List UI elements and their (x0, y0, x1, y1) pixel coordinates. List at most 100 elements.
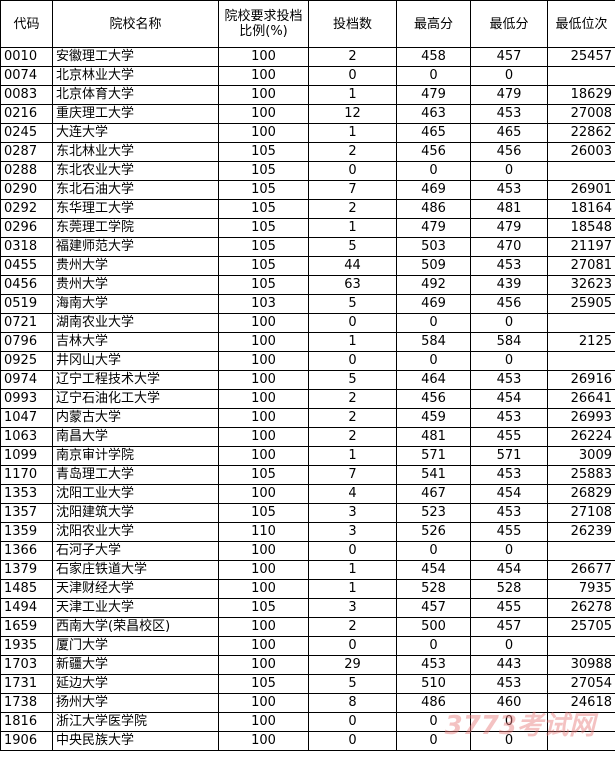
cell: 63 (308, 275, 397, 295)
cell: 454 (396, 560, 471, 580)
cell: 北京林业大学 (52, 66, 219, 86)
cell: 100 (218, 560, 309, 580)
cell: 1935 (0, 636, 53, 656)
table-row: 0290 东北石油大学 105 7 469 453 26901 (0, 180, 615, 200)
cell: 湖南农业大学 (52, 313, 219, 333)
cell (547, 351, 615, 371)
cell: 465 (396, 123, 471, 143)
cell: 453 (470, 256, 548, 276)
table-row: 0993 辽宁石油化工大学 100 2 456 454 26641 (0, 389, 615, 409)
cell: 27008 (547, 104, 615, 124)
cell: 453 (470, 370, 548, 390)
table-row: 1494 天津工业大学 105 3 457 455 26278 (0, 598, 615, 618)
cell: 扬州大学 (52, 693, 219, 713)
cell: 584 (470, 332, 548, 352)
header-cell: 最高分 (396, 0, 471, 48)
cell: 0925 (0, 351, 53, 371)
cell: 延边大学 (52, 674, 219, 694)
cell: 南京审计学院 (52, 446, 219, 466)
cell: 东北农业大学 (52, 161, 219, 181)
cell: 5 (308, 674, 397, 694)
cell: 0 (308, 731, 397, 751)
table-row: 1047 内蒙古大学 100 2 459 453 26993 (0, 408, 615, 428)
header-row: 代码 院校名称 院校要求投档比例(%) 投档数 最高分 最低分 最低位次 (0, 0, 615, 48)
table-row: 0245 大连大学 100 1 465 465 22862 (0, 123, 615, 143)
cell: 456 (470, 142, 548, 162)
cell: 0 (308, 66, 397, 86)
cell: 100 (218, 389, 309, 409)
cell: 3 (308, 503, 397, 523)
header-cell: 代码 (0, 0, 53, 48)
cell: 0 (308, 313, 397, 333)
cell: 天津工业大学 (52, 598, 219, 618)
cell: 福建师范大学 (52, 237, 219, 257)
cell: 0287 (0, 142, 53, 162)
cell: 内蒙古大学 (52, 408, 219, 428)
table-row: 1353 沈阳工业大学 100 4 467 454 26829 (0, 484, 615, 504)
cell: 吉林大学 (52, 332, 219, 352)
cell: 453 (470, 503, 548, 523)
cell: 1063 (0, 427, 53, 447)
cell: 457 (396, 598, 471, 618)
cell (547, 636, 615, 656)
cell: 5 (308, 294, 397, 314)
cell: 1659 (0, 617, 53, 637)
cell: 584 (396, 332, 471, 352)
cell: 100 (218, 408, 309, 428)
cell: 12 (308, 104, 397, 124)
watermark: 3773考试网 (444, 711, 595, 741)
cell: 0 (308, 712, 397, 732)
cell: 100 (218, 104, 309, 124)
cell: 8 (308, 693, 397, 713)
cell: 沈阳建筑大学 (52, 503, 219, 523)
cell: 辽宁工程技术大学 (52, 370, 219, 390)
cell: 0 (308, 636, 397, 656)
cell: 0456 (0, 275, 53, 295)
cell: 东北林业大学 (52, 142, 219, 162)
cell: 石河子大学 (52, 541, 219, 561)
cell: 100 (218, 123, 309, 143)
cell: 100 (218, 427, 309, 447)
cell: 459 (396, 408, 471, 428)
cell: 1816 (0, 712, 53, 732)
table-row: 1731 延边大学 105 5 510 453 27054 (0, 674, 615, 694)
table-row: 0010 安徽理工大学 100 2 458 457 25457 (0, 47, 615, 67)
cell: 100 (218, 655, 309, 675)
cell: 0296 (0, 218, 53, 238)
cell: 25883 (547, 465, 615, 485)
cell: 100 (218, 484, 309, 504)
cell: 26829 (547, 484, 615, 504)
table-row: 0296 东莞理工学院 105 1 479 479 18548 (0, 218, 615, 238)
cell: 486 (396, 199, 471, 219)
cell: 457 (470, 617, 548, 637)
cell: 1485 (0, 579, 53, 599)
cell: 4 (308, 484, 397, 504)
cell: 27054 (547, 674, 615, 694)
table-row: 0074 北京林业大学 100 0 0 0 (0, 66, 615, 86)
cell: 海南大学 (52, 294, 219, 314)
cell: 105 (218, 465, 309, 485)
cell (547, 161, 615, 181)
cell: 2 (308, 389, 397, 409)
cell: 1906 (0, 731, 53, 751)
cell: 105 (218, 237, 309, 257)
table-body: 0010 安徽理工大学 100 2 458 457 25457 0074 北京林业大学 100 0 0… (0, 47, 615, 751)
table-row: 1359 沈阳农业大学 110 3 526 455 26239 (0, 522, 615, 542)
cell: 469 (396, 294, 471, 314)
cell: 2 (308, 408, 397, 428)
cell: 中央民族大学 (52, 731, 219, 751)
header-cell: 院校要求投档比例(%) (218, 0, 309, 48)
cell: 541 (396, 465, 471, 485)
cell: 0 (308, 161, 397, 181)
cell: 0 (470, 351, 548, 371)
cell: 1 (308, 560, 397, 580)
cell: 100 (218, 541, 309, 561)
cell: 安徽理工大学 (52, 47, 219, 67)
cell: 100 (218, 636, 309, 656)
cell: 厦门大学 (52, 636, 219, 656)
cell: 0993 (0, 389, 53, 409)
cell: 103 (218, 294, 309, 314)
cell: 0 (396, 636, 471, 656)
cell: 523 (396, 503, 471, 523)
cell: 479 (396, 85, 471, 105)
